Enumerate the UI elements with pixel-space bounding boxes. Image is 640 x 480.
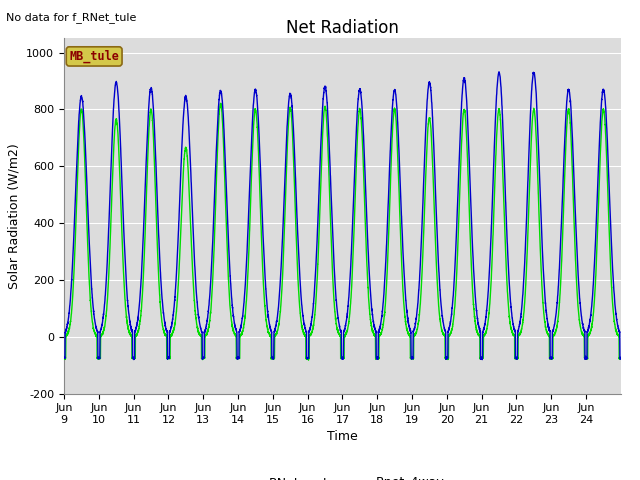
Text: No data for f_RNet_tule: No data for f_RNet_tule [6, 12, 137, 23]
Y-axis label: Solar Radiation (W/m2): Solar Radiation (W/m2) [8, 143, 20, 289]
Text: MB_tule: MB_tule [69, 50, 119, 63]
Title: Net Radiation: Net Radiation [286, 19, 399, 37]
Legend: RNet_wat, Rnet_4way: RNet_wat, Rnet_4way [235, 471, 450, 480]
X-axis label: Time: Time [327, 431, 358, 444]
